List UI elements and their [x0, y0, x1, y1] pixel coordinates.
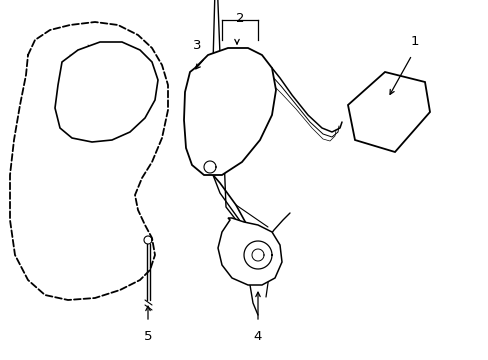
Text: 4: 4 — [253, 330, 262, 343]
Text: 1: 1 — [410, 35, 418, 48]
Polygon shape — [183, 48, 275, 175]
Text: 3: 3 — [192, 39, 201, 52]
Polygon shape — [218, 218, 282, 285]
Polygon shape — [55, 42, 158, 142]
Polygon shape — [347, 72, 429, 152]
Text: 2: 2 — [235, 12, 244, 25]
Text: 5: 5 — [143, 330, 152, 343]
